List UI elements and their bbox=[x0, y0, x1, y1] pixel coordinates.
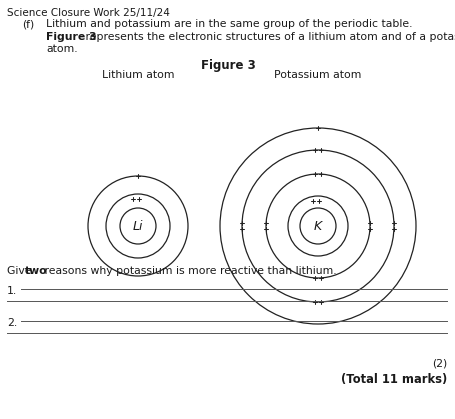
Text: 2.: 2. bbox=[7, 318, 17, 328]
Text: two: two bbox=[25, 266, 47, 276]
Text: Figure 3: Figure 3 bbox=[46, 32, 96, 42]
Text: Lithium and potassium are in the same group of the periodic table.: Lithium and potassium are in the same gr… bbox=[46, 19, 412, 29]
Text: reasons why potassium is more reactive than lithium.: reasons why potassium is more reactive t… bbox=[41, 266, 336, 276]
Text: (f): (f) bbox=[22, 19, 34, 29]
Text: K: K bbox=[313, 220, 321, 233]
Text: 1.: 1. bbox=[7, 286, 17, 296]
Text: Science Closure Work 25/11/24: Science Closure Work 25/11/24 bbox=[7, 8, 170, 18]
Text: represents the electronic structures of a lithium atom and of a potassium: represents the electronic structures of … bbox=[82, 32, 455, 42]
Text: Li: Li bbox=[132, 220, 143, 233]
Text: Figure 3: Figure 3 bbox=[200, 59, 255, 72]
Text: Lithium atom: Lithium atom bbox=[101, 70, 174, 80]
Text: (2): (2) bbox=[431, 359, 446, 369]
Text: (Total 11 marks): (Total 11 marks) bbox=[340, 373, 446, 386]
Text: Potassium atom: Potassium atom bbox=[274, 70, 361, 80]
Text: Give: Give bbox=[7, 266, 35, 276]
Text: atom.: atom. bbox=[46, 44, 77, 54]
